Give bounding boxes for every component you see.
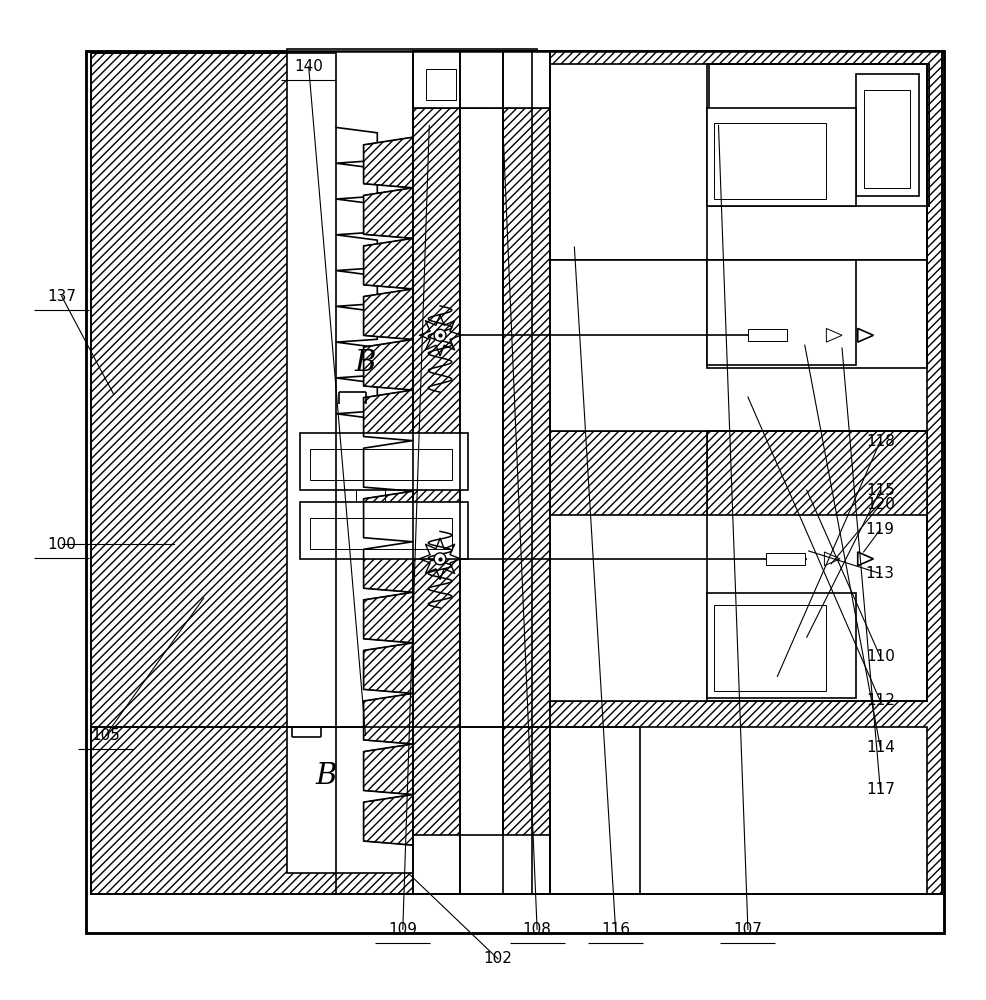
Bar <box>503 51 550 894</box>
Bar <box>532 51 942 894</box>
Text: B: B <box>355 349 377 377</box>
Polygon shape <box>364 795 412 845</box>
Bar <box>91 727 640 894</box>
Circle shape <box>434 329 446 341</box>
Bar <box>550 64 928 260</box>
Text: 120: 120 <box>866 497 894 512</box>
Bar <box>550 727 928 894</box>
Polygon shape <box>364 542 412 592</box>
Bar <box>864 90 910 188</box>
Text: 100: 100 <box>47 537 76 552</box>
Text: 113: 113 <box>866 566 894 581</box>
Polygon shape <box>336 127 378 163</box>
Bar <box>300 433 468 490</box>
Text: 118: 118 <box>866 434 894 449</box>
Polygon shape <box>336 199 378 235</box>
Polygon shape <box>858 552 874 566</box>
Text: 115: 115 <box>866 483 894 498</box>
Polygon shape <box>364 238 412 289</box>
Text: 119: 119 <box>866 522 894 537</box>
Polygon shape <box>336 235 378 271</box>
Bar <box>707 64 928 368</box>
Polygon shape <box>364 339 412 390</box>
Polygon shape <box>858 328 874 342</box>
Text: 114: 114 <box>866 740 894 755</box>
Bar <box>310 449 452 480</box>
Bar <box>412 51 459 108</box>
Bar <box>86 51 944 933</box>
Bar <box>426 69 456 100</box>
Bar <box>714 123 826 199</box>
Polygon shape <box>336 378 378 414</box>
Polygon shape <box>364 491 412 542</box>
Text: 102: 102 <box>483 951 513 966</box>
Bar <box>714 605 826 691</box>
Bar <box>707 593 856 698</box>
Bar <box>310 518 452 549</box>
Polygon shape <box>336 163 378 199</box>
Polygon shape <box>336 450 378 485</box>
Polygon shape <box>364 390 412 441</box>
Bar <box>748 329 787 341</box>
Text: 137: 137 <box>47 289 76 304</box>
Bar <box>503 51 550 894</box>
Bar <box>91 727 640 894</box>
Bar <box>412 51 550 108</box>
Bar <box>707 431 928 701</box>
Polygon shape <box>364 188 412 238</box>
Text: 117: 117 <box>866 782 894 797</box>
Bar <box>86 51 944 933</box>
Bar <box>287 49 537 727</box>
Bar <box>707 431 928 701</box>
Polygon shape <box>364 137 412 188</box>
Bar <box>429 51 488 108</box>
Polygon shape <box>824 552 840 566</box>
Bar <box>91 53 336 894</box>
Polygon shape <box>364 744 412 795</box>
Polygon shape <box>364 592 412 643</box>
Bar <box>856 74 920 196</box>
Bar <box>707 108 856 206</box>
Bar <box>412 51 550 108</box>
Text: 110: 110 <box>866 649 894 664</box>
Polygon shape <box>364 289 412 339</box>
Bar <box>707 260 856 365</box>
Polygon shape <box>826 328 842 342</box>
Polygon shape <box>336 271 378 306</box>
Bar <box>707 64 928 368</box>
Bar <box>91 53 336 894</box>
Bar <box>412 51 459 894</box>
Text: B: B <box>316 762 337 790</box>
Bar <box>412 835 550 894</box>
Bar <box>550 260 928 431</box>
Polygon shape <box>336 306 378 342</box>
Bar <box>424 61 537 100</box>
Text: 140: 140 <box>294 59 323 74</box>
Polygon shape <box>336 342 378 378</box>
Bar <box>550 515 928 701</box>
Bar <box>709 64 929 206</box>
Bar <box>550 431 707 701</box>
Polygon shape <box>336 414 378 450</box>
Polygon shape <box>364 441 412 491</box>
Text: 105: 105 <box>92 728 120 743</box>
Text: 108: 108 <box>523 922 551 937</box>
Bar <box>412 51 459 894</box>
Text: 112: 112 <box>866 693 894 708</box>
Text: 107: 107 <box>734 922 762 937</box>
Bar <box>765 553 805 565</box>
Bar <box>287 727 532 873</box>
Text: 109: 109 <box>388 922 417 937</box>
Bar <box>503 51 550 894</box>
Circle shape <box>434 553 446 565</box>
Polygon shape <box>364 693 412 744</box>
Bar <box>550 64 707 260</box>
Bar <box>532 51 942 894</box>
Bar <box>459 51 503 894</box>
Bar <box>300 502 468 559</box>
Bar <box>412 51 459 894</box>
Polygon shape <box>364 643 412 693</box>
Text: 116: 116 <box>601 922 630 937</box>
Bar <box>709 64 929 206</box>
